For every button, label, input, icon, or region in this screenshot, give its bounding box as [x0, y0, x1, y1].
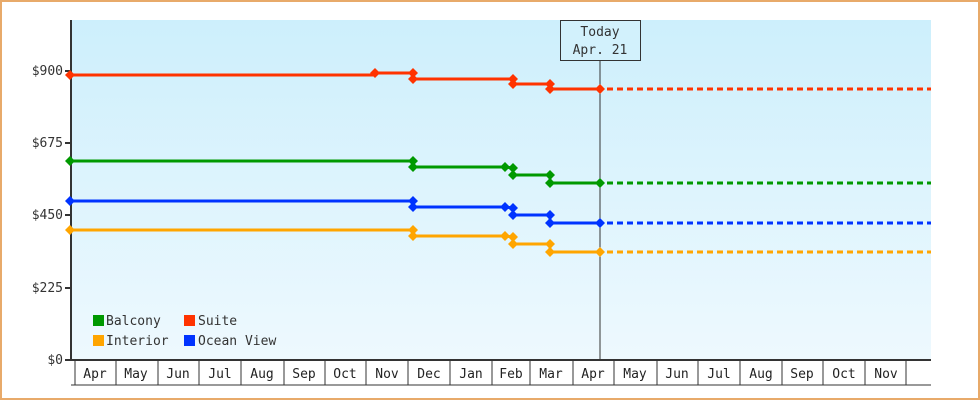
legend-item-interior[interactable]: Interior: [93, 334, 169, 349]
y-tick-label: $675: [32, 136, 63, 151]
x-tick-label: Mar: [539, 367, 563, 382]
legend-swatch: [93, 335, 104, 346]
x-tick-label: Sep: [790, 367, 814, 382]
legend-label: Balcony: [106, 314, 161, 329]
y-tick-label: $450: [32, 208, 63, 223]
series-ocean-view: [65, 196, 931, 228]
series-interior: [65, 225, 931, 257]
y-tick-label: $900: [32, 64, 63, 79]
x-tick-label: Apr: [581, 367, 605, 382]
x-tick-label: Nov: [874, 367, 898, 382]
x-tick-label: Apr: [83, 367, 107, 382]
x-tick-label: Oct: [832, 367, 855, 382]
legend-item-balcony[interactable]: Balcony: [93, 314, 161, 329]
today-marker: Today Apr. 21: [560, 20, 641, 61]
legend-item-suite[interactable]: Suite: [184, 314, 237, 329]
plot-area: [71, 20, 931, 360]
x-tick-label: Oct: [333, 367, 356, 382]
series-balcony: [65, 156, 931, 188]
x-tick-label: Sep: [292, 367, 316, 382]
legend-label: Suite: [198, 314, 237, 329]
x-tick-label: Jun: [665, 367, 688, 382]
x-tick-label: Aug: [250, 367, 273, 382]
x-axis: [71, 359, 931, 386]
legend-label: Ocean View: [198, 334, 276, 349]
today-date: Apr. 21: [573, 43, 628, 58]
y-tick-label: $225: [32, 281, 63, 296]
x-tick-label: Aug: [749, 367, 772, 382]
x-tick-label: May: [623, 367, 647, 382]
legend-item-ocean-view[interactable]: Ocean View: [184, 334, 276, 349]
x-tick-label: Feb: [499, 367, 523, 382]
series-suite: [65, 68, 931, 94]
legend-label: Interior: [106, 334, 169, 349]
x-tick-label: Jul: [208, 367, 231, 382]
x-tick-label: Jun: [166, 367, 189, 382]
legend-swatch: [93, 315, 104, 326]
x-tick-label: May: [124, 367, 148, 382]
x-tick-label: Jan: [459, 367, 482, 382]
y-tick-label: $0: [47, 353, 63, 368]
legend-swatch: [184, 315, 195, 326]
today-label: Today: [580, 25, 619, 40]
x-tick-label: Nov: [375, 367, 399, 382]
x-tick-label: Dec: [417, 367, 440, 382]
legend: Balcony Suite Interior Ocean View: [93, 314, 276, 349]
x-tick-label: Jul: [707, 367, 730, 382]
legend-swatch: [184, 335, 195, 346]
